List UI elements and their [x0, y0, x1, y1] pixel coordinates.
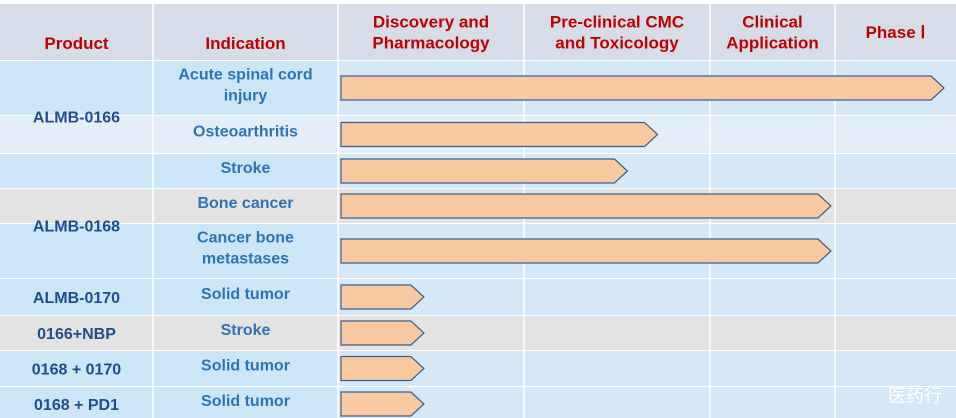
product-label: 0168 + 0170: [32, 362, 122, 379]
indication-label-line: Bone cancer: [197, 195, 293, 212]
indication-label-line: Stroke: [221, 160, 271, 177]
progress-bar: [340, 121, 659, 148]
progress-bar: [340, 75, 945, 101]
header-label: Clinical Application: [726, 13, 819, 53]
header-label: Phase Ⅰ: [866, 23, 926, 42]
progress-bar: [340, 355, 425, 382]
watermark-text: 医药行: [888, 386, 942, 407]
progress-bar: [340, 158, 629, 184]
indication-label-line: Cancer bone: [197, 230, 294, 247]
row-labels: Acute spinal cord injury Osteoarthritis Str…: [32, 67, 313, 415]
row-stage-area: [338, 387, 956, 418]
progress-bar: [340, 284, 425, 310]
header-label-line: Product: [44, 34, 109, 53]
indication-label: Bone cancer: [197, 195, 293, 212]
progress-bars: [340, 75, 945, 417]
progress-bar: [340, 193, 832, 219]
indication-label: Acute spinal cord injury: [178, 67, 312, 105]
header-label-line: Phase Ⅰ: [866, 23, 926, 42]
progress-bar: [340, 320, 425, 346]
indication-label: Solid tumor: [201, 286, 290, 303]
row-stage-area: [338, 351, 956, 386]
header-label: Indication: [205, 34, 285, 53]
header-label-line: Application: [726, 34, 819, 53]
indication-label-line: Solid tumor: [201, 393, 290, 410]
row-background: [0, 316, 956, 350]
indication-label-line: injury: [224, 88, 268, 105]
indication-label: Cancer bone metastases: [197, 230, 294, 268]
header-label-line: Indication: [205, 34, 285, 53]
indication-label-line: Stroke: [221, 322, 271, 339]
watermark: 医药行: [888, 386, 942, 407]
header-label-line: and Toxicology: [555, 34, 679, 53]
indication-label: Solid tumor: [201, 358, 290, 375]
progress-bar: [340, 391, 425, 417]
header-row: Product Indication Discovery and Pharmacolo…: [44, 13, 925, 54]
progress-bar: [340, 238, 832, 264]
header-label: Pre-clinical CMC and Toxicology: [550, 13, 684, 53]
row-stage-area: [338, 279, 956, 315]
header-label: Discovery and Pharmacology: [372, 13, 490, 53]
indication-label: Stroke: [221, 322, 271, 339]
indication-label-line: Acute spinal cord: [178, 67, 312, 84]
header-label-line: Pharmacology: [372, 34, 490, 53]
indication-label-line: metastases: [202, 251, 289, 268]
header-background: [0, 4, 956, 60]
header-label-line: Clinical: [742, 13, 802, 32]
product-label: ALMB-0170: [33, 290, 120, 307]
indication-label: Osteoarthritis: [193, 124, 298, 141]
indication-label: Solid tumor: [201, 393, 290, 410]
indication-label-line: Solid tumor: [201, 286, 290, 303]
header-label-line: Discovery and: [373, 13, 489, 32]
indication-label: Stroke: [221, 160, 271, 177]
indication-label-line: Solid tumor: [201, 358, 290, 375]
header-label: Product: [44, 34, 109, 53]
header-label-line: Pre-clinical CMC: [550, 13, 684, 32]
product-label: 0166+NBP: [37, 326, 116, 343]
product-label: ALMB-0168: [33, 219, 120, 236]
indication-label-line: Osteoarthritis: [193, 124, 298, 141]
product-label: 0168 + PD1: [34, 397, 119, 414]
product-label: ALMB-0166: [33, 110, 120, 127]
